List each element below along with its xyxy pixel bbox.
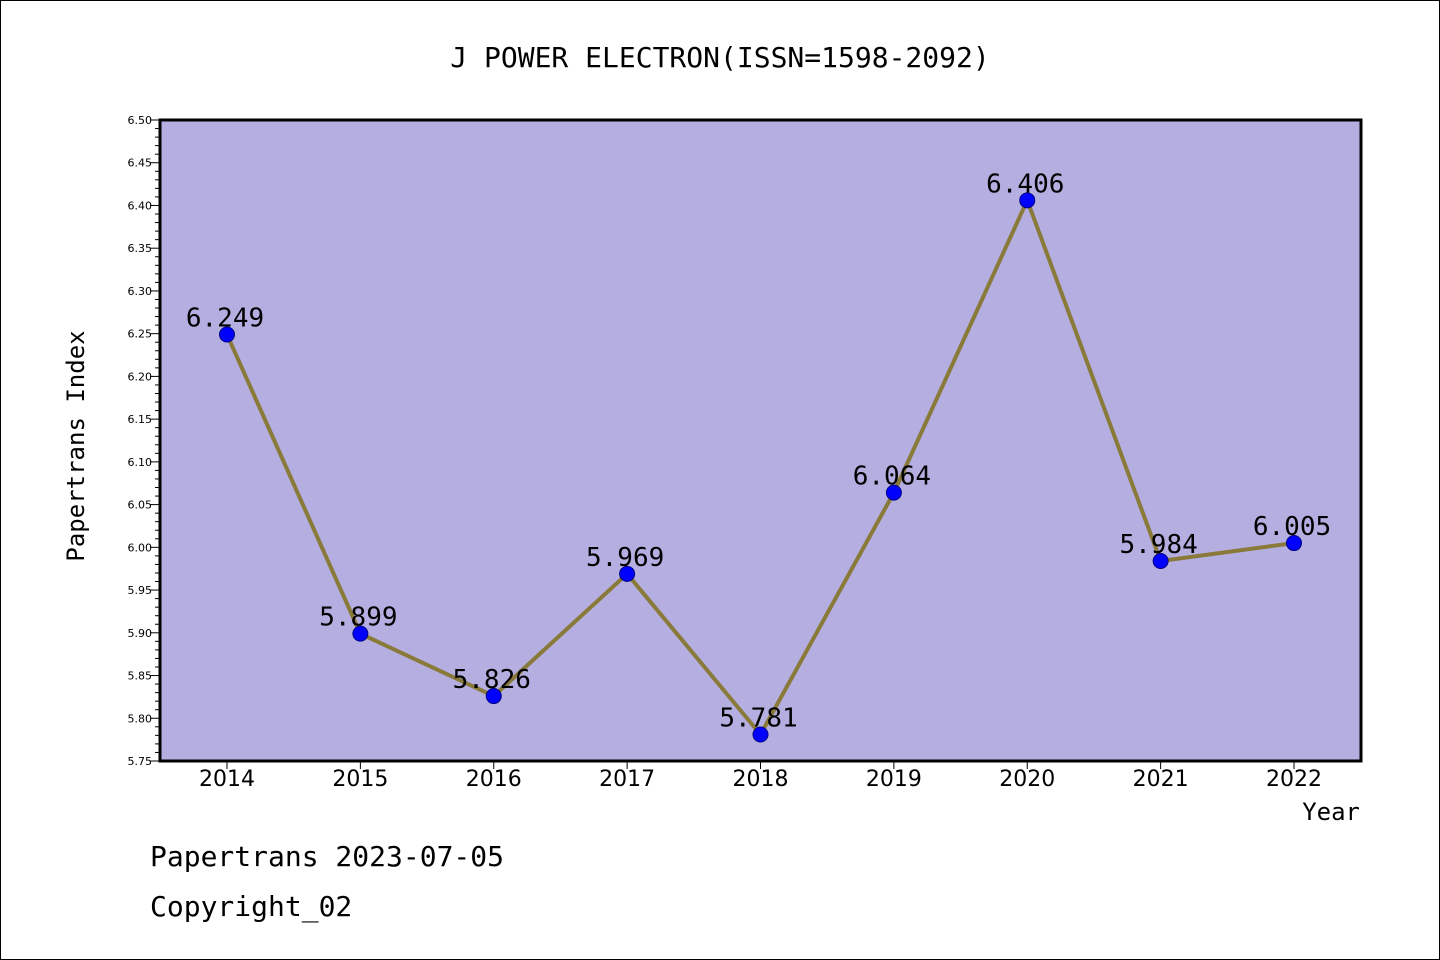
data-label: 5.899	[319, 603, 397, 633]
data-label: 5.826	[453, 665, 531, 695]
chart-title: J POWER ELECTRON(ISSN=1598-2092)	[450, 41, 989, 74]
data-label: 5.969	[586, 543, 664, 573]
x-tick-label: 2016	[466, 767, 522, 792]
y-tick-label: 6.45	[128, 157, 153, 170]
y-tick-label: 6.25	[128, 328, 153, 341]
data-label: 5.781	[719, 704, 797, 734]
y-tick-label: 5.95	[128, 584, 153, 597]
y-tick-label: 6.00	[128, 541, 153, 554]
data-point	[752, 726, 769, 743]
data-point	[485, 688, 502, 705]
x-axis: 2014 2015 2016 2017 2018 2019 2020 2021 2022	[199, 761, 1322, 792]
data-label: 5.984	[1119, 530, 1197, 560]
y-tick-label: 6.50	[128, 114, 153, 127]
data-point	[1019, 192, 1036, 209]
y-axis-label: Papertrans Index	[62, 330, 90, 561]
x-tick-label: 2018	[733, 767, 789, 792]
data-point	[352, 625, 369, 642]
y-tick-label: 6.10	[128, 456, 153, 469]
y-tick-label: 6.05	[128, 499, 153, 512]
x-tick-label: 2022	[1266, 767, 1322, 792]
data-series: 6.249 5.899 5.826 5.969 5.781 6.064 6.406 5.984…	[186, 169, 1331, 743]
data-point	[885, 484, 902, 501]
y-tick-label: 6.15	[128, 413, 153, 426]
x-tick-label: 2015	[332, 767, 388, 792]
y-tick-label: 6.35	[128, 242, 153, 255]
data-label: 6.406	[986, 169, 1064, 199]
footer: Papertrans 2023-07-05 Copyright_02	[150, 832, 504, 932]
data-point	[619, 565, 636, 582]
y-tick-label: 6.20	[128, 370, 153, 383]
data-label: 6.005	[1253, 512, 1331, 542]
x-axis-label: Year	[1302, 798, 1360, 826]
y-tick-label: 5.85	[128, 670, 153, 683]
x-tick-label: 2020	[999, 767, 1055, 792]
x-tick-label: 2017	[599, 767, 655, 792]
plot-area	[158, 118, 1363, 763]
data-point	[219, 326, 235, 343]
y-axis: 5.75 5.80 5.85 5.90 5.95 6.00 6.05 6.10 6.15 6.20…	[128, 114, 160, 768]
x-tick-label: 2021	[1133, 767, 1189, 792]
x-tick-label: 2019	[866, 767, 922, 792]
footer-copyright: Copyright_02	[150, 890, 353, 923]
y-tick-label: 5.75	[128, 755, 153, 768]
data-point	[1286, 535, 1302, 552]
y-tick-label: 5.90	[128, 627, 153, 640]
data-label: 6.249	[186, 304, 264, 334]
y-tick-label: 6.40	[128, 199, 153, 212]
y-tick-label: 5.80	[128, 712, 153, 725]
x-tick-label: 2014	[199, 767, 255, 792]
y-tick-label: 6.30	[128, 285, 153, 298]
footer-date-line: Papertrans 2023-07-05	[150, 840, 505, 873]
data-point	[1152, 553, 1169, 570]
data-label: 6.064	[853, 462, 931, 492]
